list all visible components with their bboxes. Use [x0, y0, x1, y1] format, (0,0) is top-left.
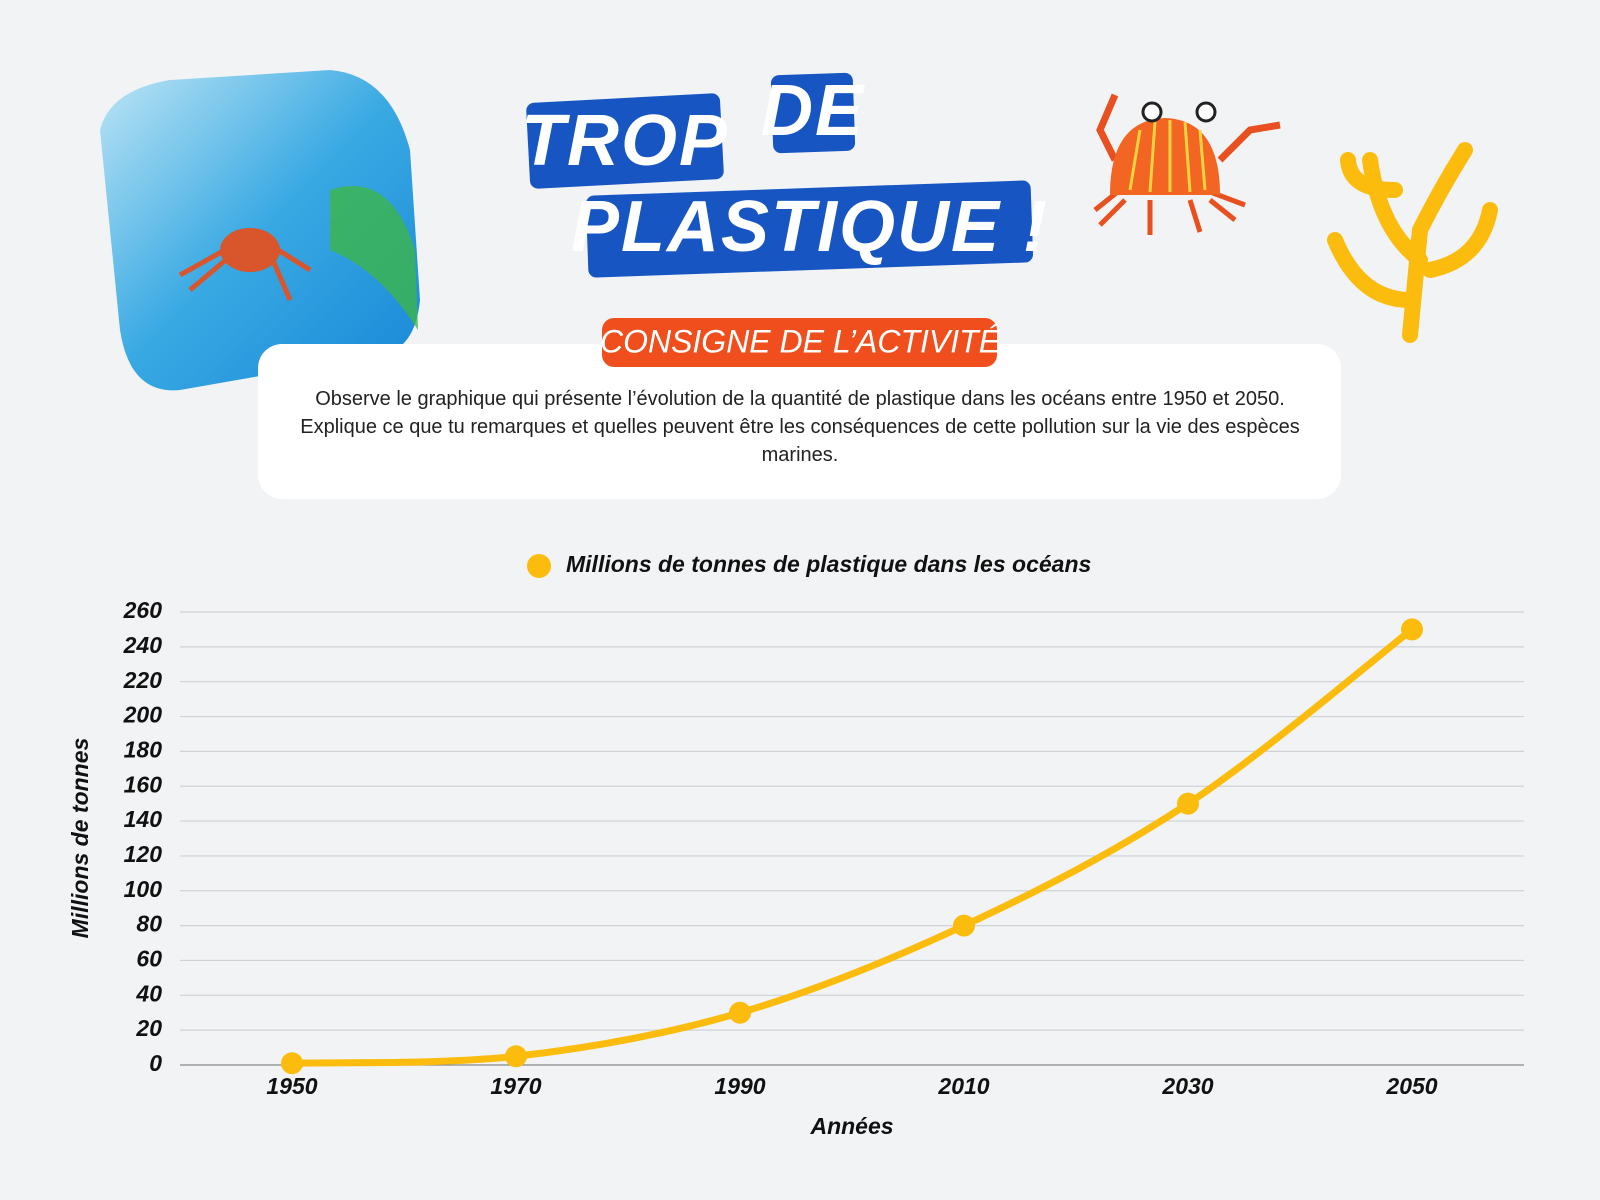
y-tick-label: 0 [149, 1050, 162, 1076]
data-point [953, 914, 975, 937]
badge-text: CONSIGNE DE L’ACTIVITÉ [600, 323, 1001, 359]
instruction-text: Observe le graphique qui présente l’évol… [300, 388, 1300, 466]
x-tick-label: 1970 [490, 1073, 541, 1099]
y-tick-label: 60 [136, 946, 162, 972]
x-tick-label: 2030 [1161, 1073, 1213, 1099]
legend-label: Millions de tonnes de plastique dans les… [566, 551, 1091, 577]
title-word: TROP [521, 101, 729, 181]
y-tick-label: 20 [135, 1015, 162, 1041]
y-tick-label: 140 [124, 806, 163, 832]
x-tick-label: 1950 [266, 1073, 317, 1099]
data-point [505, 1045, 527, 1068]
crab-photo [178, 228, 312, 301]
y-axis-title: Millions de tonnes [67, 738, 93, 939]
y-tick-label: 240 [123, 632, 163, 658]
data-point [1177, 792, 1199, 815]
y-tick-label: 260 [123, 597, 163, 623]
y-tick-label: 160 [124, 771, 163, 797]
title-word: PLASTIQUE ! [571, 187, 1049, 267]
x-tick-label: 1990 [714, 1073, 765, 1099]
data-point [1401, 618, 1423, 641]
x-axis-title: Années [809, 1113, 893, 1139]
instruction-box: Observe le graphique qui présente l’évol… [300, 388, 1300, 466]
y-tick-label: 220 [123, 667, 163, 693]
data-point [281, 1052, 303, 1075]
data-point [729, 1001, 751, 1024]
title-box [770, 72, 856, 154]
photo-detail [330, 186, 418, 330]
title-box [526, 93, 724, 189]
y-tick-label: 120 [124, 841, 163, 867]
x-tick-label: 2050 [1385, 1073, 1437, 1099]
y-tick-label: 80 [136, 911, 162, 937]
title-word: DE [761, 71, 865, 151]
instruction-card [258, 344, 1341, 499]
x-tick-label: 2010 [937, 1073, 989, 1099]
title: TROP DE PLASTIQUE ! [521, 71, 1049, 278]
y-tick-label: 40 [135, 980, 162, 1006]
crab [1093, 93, 1281, 235]
instruction-badge [602, 318, 997, 367]
y-tick-label: 100 [124, 876, 163, 902]
y-tick-label: 180 [124, 736, 163, 762]
coral [1327, 142, 1498, 343]
series-line [288, 625, 1416, 1067]
y-tick-label: 200 [123, 702, 163, 728]
title-box [585, 180, 1034, 278]
legend-marker [527, 554, 551, 578]
